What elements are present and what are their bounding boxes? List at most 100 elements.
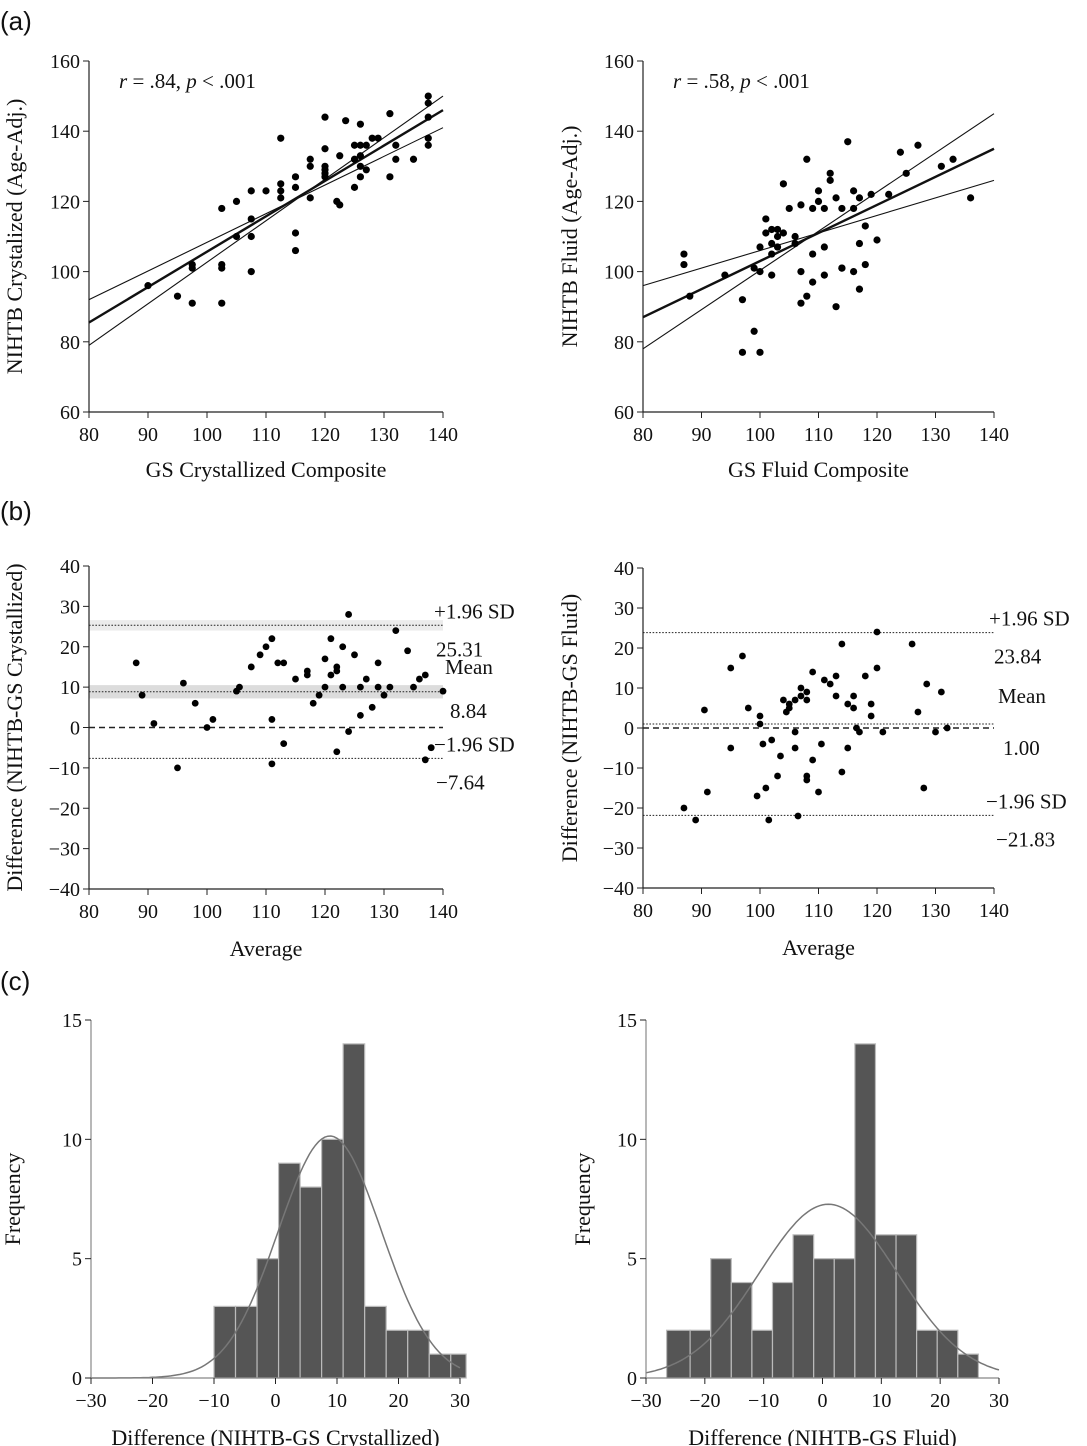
data-point [356,141,364,149]
data-point [797,201,805,209]
data-point [247,268,255,276]
data-point [797,268,805,276]
data-point [791,232,799,241]
data-point [762,784,770,792]
x-tick-label: 0 [818,1390,828,1412]
y-tick-label: 10 [617,1129,637,1151]
stat-symbol: r [673,69,682,93]
y-tick-label: 15 [617,1010,637,1032]
data-point [867,190,875,198]
lower-limit-value: −7.64 [436,770,485,794]
data-point [392,141,400,149]
x-tick-label: 120 [310,901,340,923]
y-tick-label: 10 [614,678,634,700]
data-point [280,659,288,667]
data-point [838,640,846,648]
data-point [814,197,823,205]
stat-value: < .001 [751,69,810,93]
data-point [392,627,400,634]
x-tick-label: −20 [137,1390,168,1412]
y-tick-label: −30 [603,838,634,860]
data-point [826,176,834,184]
x-axis-label: Average [230,936,303,961]
x-tick-label: 130 [369,424,399,446]
data-point [844,138,852,146]
histogram-bar [213,1305,237,1379]
y-tick-label: 160 [50,51,80,73]
data-point [277,180,285,188]
data-point [861,260,869,269]
data-point [753,792,761,800]
y-tick-label: 30 [60,596,80,618]
data-point [803,688,811,696]
data-point [218,299,226,307]
data-point [350,183,359,191]
data-point [820,243,828,251]
y-axis-label: NIHTB Fluid (Age-Adj.) [557,126,582,348]
data-point [815,788,822,796]
data-point [923,680,931,688]
x-tick-label: −20 [689,1390,720,1412]
y-tick-label: 140 [50,121,80,143]
histogram-bar [689,1329,712,1379]
data-point [809,668,817,676]
data-point [937,688,945,696]
data-point [374,683,382,691]
data-point [350,141,359,149]
y-tick-label: 120 [50,191,80,213]
data-point [362,166,370,174]
data-point [421,671,429,679]
data-point [356,120,364,128]
confidence-band-line [88,127,444,301]
data-point [779,229,788,237]
x-tick-label: 110 [251,424,280,446]
data-point [803,696,811,704]
x-tick-label: 140 [979,424,1009,446]
histogram-bar [385,1329,409,1379]
data-point [703,788,711,796]
data-point [785,700,793,708]
x-tick-label: 10 [871,1390,891,1412]
data-point [885,190,893,198]
data-point [268,635,276,643]
data-point [356,152,364,160]
data-point [321,113,329,121]
x-tick-label: 80 [633,424,653,446]
data-point [315,691,323,699]
regression-line [642,147,995,319]
data-point [680,260,688,269]
y-tick-label: 0 [624,718,634,740]
confidence-band-line [642,113,995,350]
mean-value: 1.00 [1003,736,1040,760]
data-point [345,728,352,735]
data-point [744,704,752,712]
data-point [368,703,376,711]
data-point [374,134,382,142]
data-point [339,683,347,691]
regression-line [88,109,444,324]
histogram-bar [256,1258,280,1379]
data-point [132,659,140,667]
data-point [867,700,875,708]
data-point [262,187,270,195]
data-point [739,652,746,660]
data-point [380,691,388,699]
data-point [855,194,864,202]
histogram-bar [321,1138,344,1379]
data-point [791,239,799,248]
data-point [680,250,688,258]
y-axis-label: Difference (NIHTB-GS Crystallized) [2,563,27,891]
data-point [762,229,770,237]
stat-value: = .84, [127,69,186,93]
histogram-bar [833,1258,856,1379]
y-tick-label: 80 [614,332,634,354]
x-tick-label: 10 [327,1390,347,1412]
data-point [350,155,359,163]
data-point [879,728,887,736]
stat-value: < .001 [197,69,256,93]
histogram-bar [364,1305,387,1379]
data-point [844,744,852,752]
data-point [896,148,905,156]
data-point [232,197,241,205]
